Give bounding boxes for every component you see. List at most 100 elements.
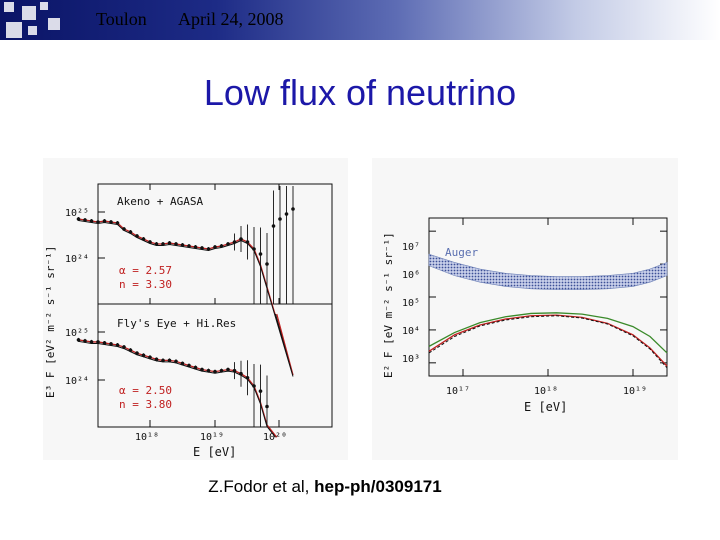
data-point bbox=[135, 234, 139, 238]
slide-title: Low flux of neutrino bbox=[203, 72, 517, 113]
flux-curve-green bbox=[428, 312, 668, 354]
data-point bbox=[258, 252, 263, 256]
decorative-square bbox=[40, 2, 48, 10]
right-xlabel: E [eV] bbox=[524, 400, 567, 414]
bottom-param-n: n = 3.80 bbox=[119, 398, 172, 411]
data-point bbox=[128, 230, 133, 234]
data-point bbox=[115, 343, 120, 347]
data-point bbox=[226, 367, 230, 372]
data-point bbox=[245, 376, 250, 380]
right-ytick-2: 10⁶ bbox=[402, 270, 420, 281]
right-ylabel: E² F [eV m⁻² s⁻¹ sr⁻¹] bbox=[382, 232, 395, 378]
neutrino-flux-figure: Auger 10⁷ 10⁶ 10⁵ 10⁴ 10³ 10¹⁷ 10¹⁸ 10¹⁹… bbox=[382, 217, 668, 414]
data-point bbox=[141, 353, 146, 358]
data-point bbox=[265, 404, 269, 409]
data-point bbox=[213, 369, 217, 374]
data-point bbox=[193, 245, 198, 249]
data-point bbox=[161, 358, 165, 363]
figure-caption: Z.Fodor et al, hep-ph/0309171 bbox=[0, 477, 650, 497]
data-point bbox=[174, 242, 178, 246]
left-xtick-3: 10²⁰ bbox=[263, 432, 287, 443]
bottom-plot-label: Fly's Eye + Hi.Res bbox=[117, 317, 236, 330]
data-point bbox=[258, 389, 263, 393]
data-point bbox=[271, 224, 276, 228]
header-gradient-bar bbox=[0, 0, 720, 40]
right-ytick-4: 10⁴ bbox=[402, 326, 420, 337]
decorative-square bbox=[28, 26, 37, 35]
data-point bbox=[206, 368, 211, 373]
data-point bbox=[141, 237, 146, 241]
data-point bbox=[252, 247, 256, 251]
data-point bbox=[102, 341, 107, 345]
data-point bbox=[200, 367, 204, 372]
top-param-n: n = 3.30 bbox=[119, 278, 172, 291]
left-xlabel: E [eV] bbox=[193, 445, 236, 459]
top-param-alpha: α = 2.57 bbox=[119, 264, 172, 277]
data-point bbox=[206, 247, 211, 251]
right-xtick-3: 10¹⁹ bbox=[623, 386, 647, 397]
data-point bbox=[226, 242, 230, 246]
data-point bbox=[213, 245, 217, 249]
right-xtick-1: 10¹⁷ bbox=[446, 386, 470, 397]
top-ytick-2: 10²⁴ bbox=[65, 254, 89, 265]
data-point bbox=[278, 217, 282, 221]
right-ytick-1: 10⁷ bbox=[402, 242, 420, 253]
data-point bbox=[89, 219, 94, 223]
model-curve-red bbox=[78, 339, 278, 438]
data-point bbox=[219, 244, 224, 248]
bottom-param-alpha: α = 2.50 bbox=[119, 384, 172, 397]
data-point bbox=[284, 212, 289, 216]
auger-label: Auger bbox=[445, 246, 478, 259]
decorative-square bbox=[48, 18, 60, 30]
slide-header: Toulon April 24, 2008 bbox=[0, 0, 720, 51]
data-point bbox=[83, 339, 87, 343]
flux-curve-black bbox=[428, 315, 668, 369]
data-point bbox=[265, 262, 269, 266]
data-point bbox=[232, 240, 237, 244]
bottom-plot-marks bbox=[76, 337, 278, 438]
data-point bbox=[135, 351, 139, 355]
decorative-square bbox=[14, 40, 24, 50]
data-point bbox=[96, 340, 100, 344]
data-point bbox=[239, 237, 243, 241]
left-figure: Akeno + AGASA 10²⁵ 10²⁴ α = 2.57 n = 3.3… bbox=[43, 158, 348, 460]
left-tick-marks bbox=[98, 184, 280, 427]
data-point bbox=[109, 220, 113, 224]
auger-sensitivity-band bbox=[428, 253, 668, 291]
decorative-square bbox=[6, 22, 22, 38]
data-point bbox=[180, 243, 185, 247]
right-ytick-5: 10³ bbox=[402, 354, 420, 365]
data-point bbox=[122, 345, 126, 349]
top-ytick-1: 10²⁵ bbox=[65, 208, 89, 219]
data-point bbox=[232, 368, 237, 373]
data-point bbox=[83, 218, 87, 222]
data-point bbox=[252, 384, 256, 388]
data-point bbox=[187, 363, 191, 368]
right-ytick-3: 10⁵ bbox=[402, 298, 420, 309]
right-tick-marks bbox=[429, 218, 667, 376]
right-figure: Auger 10⁷ 10⁶ 10⁵ 10⁴ 10³ 10¹⁷ 10¹⁸ 10¹⁹… bbox=[372, 158, 678, 460]
data-point bbox=[245, 240, 250, 244]
right-plot-frame bbox=[428, 217, 668, 377]
data-point bbox=[76, 217, 81, 221]
data-point bbox=[174, 359, 178, 364]
data-point bbox=[89, 340, 94, 344]
flux-curve-red bbox=[428, 314, 668, 367]
cosmic-ray-spectrum-figure: Akeno + AGASA 10²⁵ 10²⁴ α = 2.57 n = 3.3… bbox=[44, 183, 333, 459]
left-ylabel: E³ F [eV² m⁻² s⁻¹ sr⁻¹] bbox=[44, 246, 57, 398]
data-point bbox=[148, 355, 152, 360]
data-point bbox=[122, 227, 126, 231]
data-point bbox=[187, 244, 191, 248]
caption-authors: Z.Fodor et al, bbox=[208, 477, 315, 496]
top-plot-label: Akeno + AGASA bbox=[117, 195, 203, 208]
data-point bbox=[154, 357, 159, 362]
header-date: April 24, 2008 bbox=[178, 9, 284, 29]
model-curve-black bbox=[78, 340, 276, 438]
right-plot-marks bbox=[428, 253, 668, 369]
data-point bbox=[291, 207, 295, 211]
data-point bbox=[109, 342, 113, 346]
data-point bbox=[200, 246, 204, 250]
decorative-square bbox=[4, 2, 14, 12]
data-point bbox=[219, 368, 224, 373]
top-plot-marks bbox=[76, 186, 295, 377]
